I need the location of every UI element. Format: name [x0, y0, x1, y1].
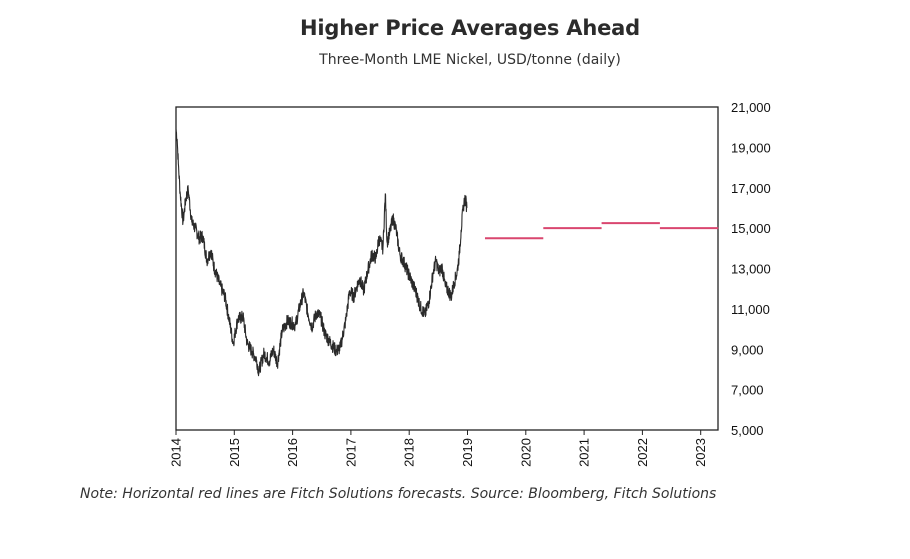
- x-tick-label: 2021: [577, 438, 592, 467]
- plot-frame: [175, 106, 719, 431]
- y-tick-label: 19,000: [731, 140, 771, 155]
- x-tick-label: 2022: [635, 438, 650, 467]
- x-tick-label: 2023: [693, 438, 708, 467]
- x-tick-label: 2018: [402, 438, 417, 467]
- x-tick-label: 2020: [518, 438, 533, 467]
- y-tick-label: 5,000: [731, 423, 764, 438]
- y-tick-label: 17,000: [731, 181, 771, 196]
- chart-title: Higher Price Averages Ahead: [300, 16, 640, 40]
- y-tick-label: 11,000: [731, 302, 770, 317]
- x-tick-label: 2015: [227, 438, 242, 467]
- price-series-line: [175, 129, 468, 377]
- chart-subtitle: Three-Month LME Nickel, USD/tonne (daily…: [319, 52, 621, 68]
- x-tick-label: 2014: [169, 438, 184, 467]
- y-tick-label: 9,000: [731, 342, 764, 357]
- y-tick-label: 21,000: [731, 100, 771, 115]
- y-tick-label: 13,000: [731, 262, 771, 277]
- x-tick-label: 2016: [285, 438, 300, 467]
- x-tick-label: 2019: [460, 438, 475, 467]
- chart-footnote: Note: Horizontal red lines are Fitch Sol…: [80, 486, 717, 502]
- x-tick-label: 2017: [343, 438, 358, 467]
- y-tick-label: 15,000: [731, 221, 771, 236]
- y-tick-label: 7,000: [731, 383, 764, 398]
